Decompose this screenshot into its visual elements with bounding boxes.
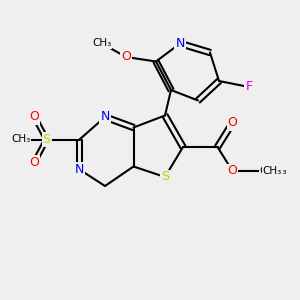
Text: O: O	[30, 110, 39, 124]
Text: F: F	[245, 80, 253, 94]
Text: O: O	[228, 164, 237, 178]
Text: S: S	[43, 133, 50, 146]
Text: N: N	[100, 110, 110, 124]
Text: S: S	[161, 170, 169, 184]
Text: CH₃: CH₃	[11, 134, 31, 145]
Text: N: N	[75, 163, 84, 176]
Text: CH₃: CH₃	[262, 166, 282, 176]
Text: OCH₃: OCH₃	[260, 166, 287, 176]
Text: CH₃: CH₃	[92, 38, 112, 49]
Text: N: N	[175, 37, 185, 50]
Text: O: O	[30, 155, 39, 169]
Text: O: O	[228, 116, 237, 130]
Text: O: O	[121, 50, 131, 64]
